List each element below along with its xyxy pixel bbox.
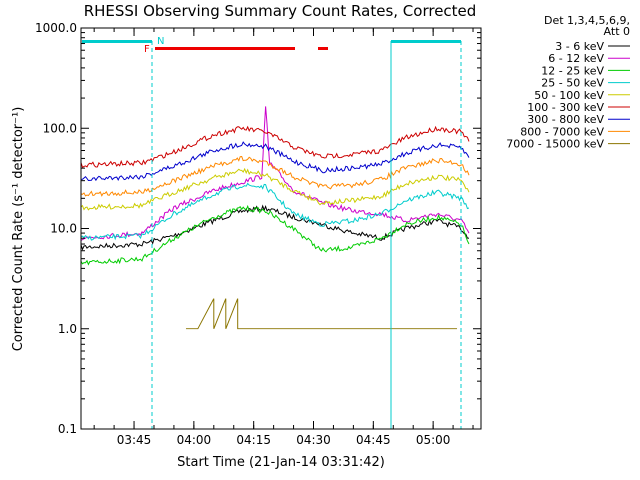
series-line-4 [81,184,469,241]
eclipse-flag-bar-2 [391,40,461,43]
saa-flag-bar-1 [155,47,295,50]
x-tick-label: 04:00 [177,433,212,447]
series-line-9 [186,299,457,329]
series-line-3 [81,206,469,264]
x-tick-label: 04:30 [296,433,331,447]
legend-entry-label: 6 - 12 keV [548,52,604,65]
legend-entry-label: 800 - 7000 keV [520,125,604,138]
legend-entry-label: 25 - 50 keV [541,77,604,90]
x-tick-label: 04:45 [356,433,391,447]
series-line-6 [81,127,469,168]
flag-label-n: N [157,36,164,47]
legend-entry-label: 12 - 25 keV [541,64,604,77]
flag-label-f: F [144,44,150,55]
x-tick-label: 03:45 [117,433,152,447]
axes: 0.1 1.0 10.0 100.0 1000.0 03:45 04:00 04:15 04:3… [35,21,481,447]
legend-header: Att 0 [604,25,630,38]
legend-entry-label: 300 - 800 keV [527,113,604,126]
y-axis-label: Corrected Count Rate (s⁻¹ detector⁻¹) [11,107,26,352]
series-line-2 [81,106,469,240]
x-tick-label: 04:15 [236,433,271,447]
saa-flag-bar-2 [318,47,328,50]
y-tick-label: 10.0 [50,222,77,236]
y-tick-label: 100.0 [43,121,77,135]
x-tick-label: 05:00 [416,433,451,447]
x-axis-label: Start Time (21-Jan-14 03:31:42) [177,455,385,470]
legend-entry-label: 3 - 6 keV [555,40,604,53]
y-tick-label: 0.1 [58,422,77,436]
legend-entry-label: 50 - 100 keV [534,89,604,102]
eclipse-flag-bar-1 [82,40,152,43]
legend-header: Det 1,3,4,5,6,9, [544,14,630,27]
series-line-1 [81,206,469,249]
plot-area: FN [81,36,469,429]
legend-entry-label: 7000 - 15000 keV [506,138,604,151]
series-line-7 [81,142,469,180]
series-line-5 [81,169,469,210]
y-tick-label: 1000.0 [35,21,77,35]
y-tick-label: 1.0 [58,322,77,336]
series-line-8 [81,157,469,196]
chart-title: RHESSI Observing Summary Count Rates, Co… [84,2,477,20]
legend-entry-label: 100 - 300 keV [527,101,604,114]
